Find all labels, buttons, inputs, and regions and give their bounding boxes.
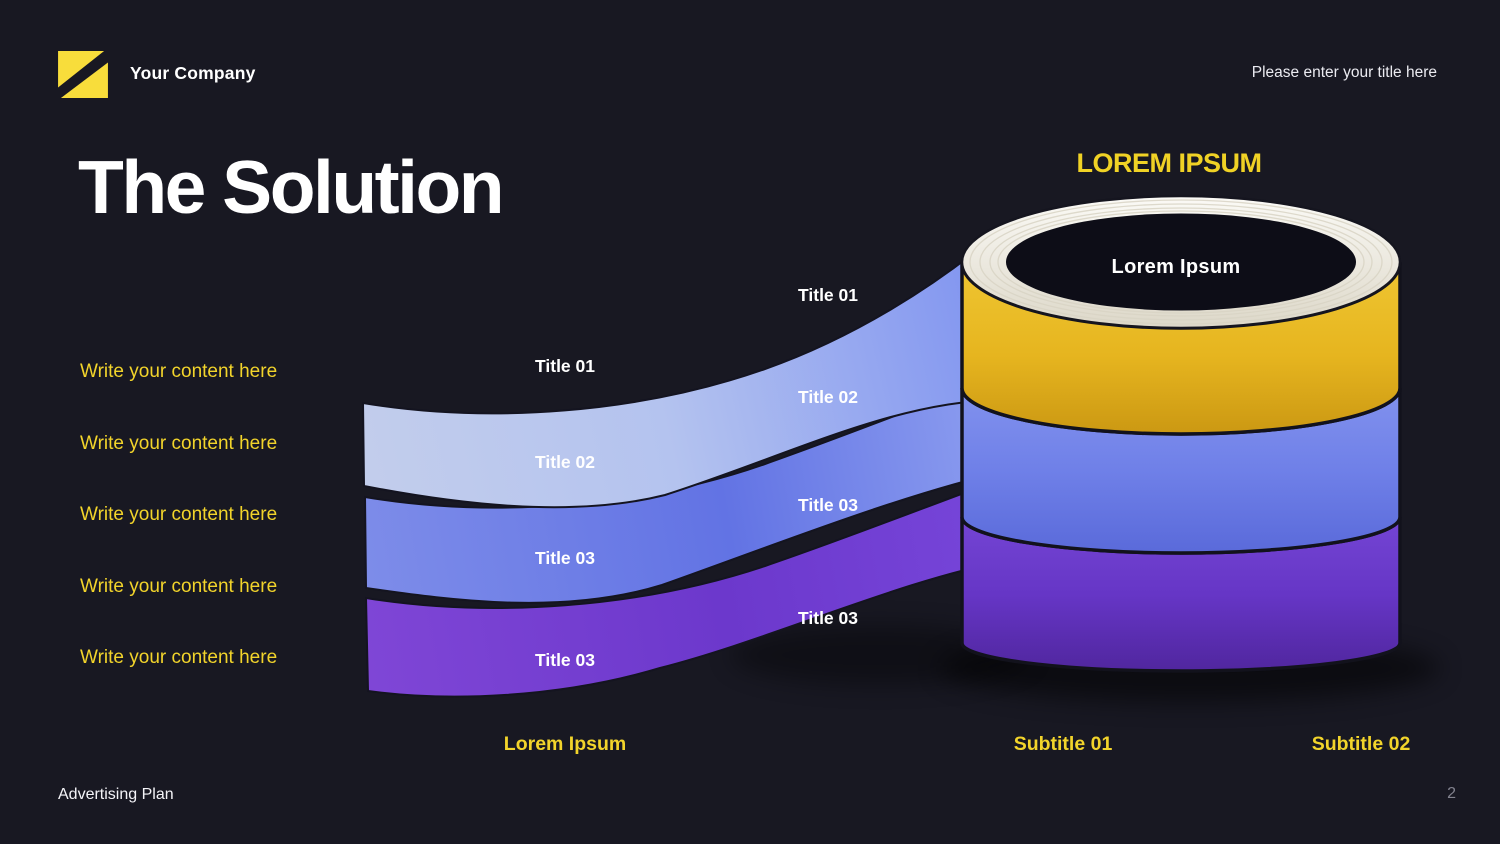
bottom-label: Subtitle 01 (1013, 733, 1113, 755)
ribbon-label: Title 03 (535, 650, 595, 670)
content-list: Write your content here Write your conte… (80, 362, 277, 720)
bottom-label: Subtitle 02 (1311, 733, 1411, 755)
content-item: Write your content here (80, 647, 278, 668)
ribbon-label: Title 02 (535, 452, 595, 472)
content-item: Write your content here (80, 504, 278, 525)
tape-spiral-line (969, 199, 1393, 325)
ribbon-label: Title 02 (798, 387, 858, 407)
footer-section-title: Advertising Plan (58, 786, 174, 803)
company-name: Your Company (130, 63, 256, 83)
ribbon-shadow (730, 625, 1030, 685)
content-item: Write your content here (80, 575, 278, 597)
bottom-label: Lorem Ipsum (503, 733, 627, 755)
page-number: 2 (1447, 785, 1456, 802)
diagram-heading: LOREM IPSUM (1076, 148, 1262, 178)
slide-title-placeholder: Please enter your title here (1251, 64, 1437, 81)
content-item: Write your content here (80, 361, 278, 382)
roll-top-label: Lorem Ipsum (1111, 256, 1241, 278)
ribbon-label: Title 03 (798, 608, 858, 628)
ribbon-label: Title 03 (798, 495, 858, 515)
company-logo-icon (58, 51, 108, 98)
ribbon-label: Title 03 (535, 548, 595, 568)
content-item: Write your content here (80, 432, 278, 454)
page-title: The Solution (78, 145, 505, 229)
ribbon-label: Title 01 (798, 285, 858, 305)
ribbon-label: Title 01 (535, 356, 595, 376)
tape-spiral-line (979, 203, 1383, 321)
tape-spiral-line (989, 207, 1373, 317)
roll-core-hole (1006, 213, 1356, 311)
tape-spiral-line (997, 210, 1365, 314)
